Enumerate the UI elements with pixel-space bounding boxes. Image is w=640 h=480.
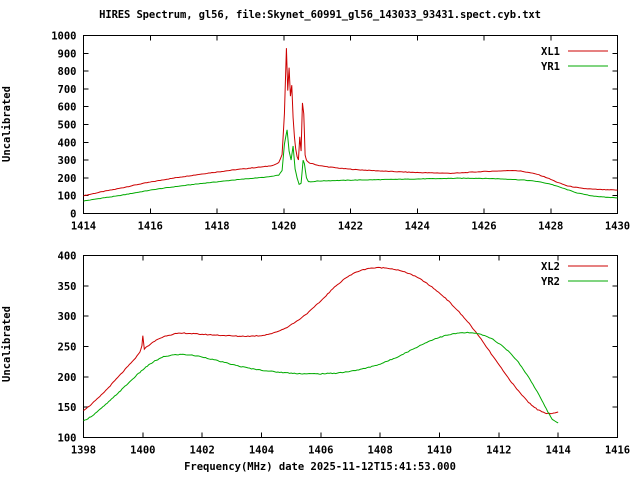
series-line-yr2 bbox=[83, 331, 559, 424]
x-tick-label: 1426 bbox=[471, 221, 496, 233]
x-tick-label: 1414 bbox=[546, 445, 571, 457]
legend-label-xl1: XL1 bbox=[541, 46, 560, 58]
legend-label-yr1: YR1 bbox=[541, 61, 560, 73]
y-tick-label: 400 bbox=[58, 251, 77, 263]
x-tick-label: 1428 bbox=[538, 221, 563, 233]
x-tick-label: 1398 bbox=[71, 445, 96, 457]
page-title: HIRES Spectrum, gl56, file:Skynet_60991_… bbox=[99, 9, 541, 21]
legend-label-xl2: XL2 bbox=[541, 261, 560, 273]
y-tick-label: 300 bbox=[58, 155, 77, 167]
series-line-xl2 bbox=[83, 266, 559, 415]
x-tick-label: 1420 bbox=[271, 221, 296, 233]
y-tick-label: 900 bbox=[58, 48, 77, 60]
y-tick-label: 200 bbox=[58, 173, 77, 185]
x-tick-label: 1414 bbox=[71, 221, 96, 233]
x-axis-title: Frequency(MHz) date 2025-11-12T15:41:53.… bbox=[184, 461, 456, 473]
y-tick-label: 500 bbox=[58, 120, 77, 132]
legend-label-yr2: YR2 bbox=[541, 276, 560, 288]
y-tick-label: 100 bbox=[58, 191, 77, 203]
x-tick-label: 1422 bbox=[338, 221, 363, 233]
x-tick-label: 1408 bbox=[368, 445, 393, 457]
y-tick-label: 400 bbox=[58, 137, 77, 149]
y-tick-label: 100 bbox=[58, 433, 77, 445]
x-tick-label: 1410 bbox=[427, 445, 452, 457]
y-tick-label: 200 bbox=[58, 372, 77, 384]
x-tick-label: 1404 bbox=[249, 445, 274, 457]
y-tick-label: 600 bbox=[58, 102, 77, 114]
plot-panel-top: 1414 1416 1418 1420 1422 1424 1426 1428 1430 0 100… bbox=[51, 31, 630, 233]
series-line-xl1 bbox=[83, 48, 618, 197]
y-tick-label: 700 bbox=[58, 84, 77, 96]
x-tick-label: 1416 bbox=[605, 445, 630, 457]
y-tick-label: 250 bbox=[58, 342, 77, 354]
plot-frame bbox=[83, 35, 618, 214]
x-tick-label: 1412 bbox=[486, 445, 511, 457]
y-tick-label: 150 bbox=[58, 402, 77, 414]
series-line-yr1 bbox=[83, 129, 618, 202]
x-tick-label: 1400 bbox=[130, 445, 155, 457]
y-tick-label: 1000 bbox=[51, 31, 76, 43]
x-tick-label: 1418 bbox=[204, 221, 229, 233]
y-tick-label: 300 bbox=[58, 311, 77, 323]
x-tick-label: 1424 bbox=[405, 221, 430, 233]
y-tick-label: 0 bbox=[70, 209, 76, 221]
x-tick-label: 1402 bbox=[190, 445, 215, 457]
y-tick-label: 350 bbox=[58, 281, 77, 293]
x-tick-label: 1430 bbox=[605, 221, 630, 233]
y-tick-label: 800 bbox=[58, 66, 77, 78]
x-tick-label: 1416 bbox=[138, 221, 163, 233]
x-tick-label: 1406 bbox=[308, 445, 333, 457]
plot-panel-bottom: 1398 1400 1402 1404 1406 1408 1410 1412 1414 1416… bbox=[58, 251, 631, 457]
